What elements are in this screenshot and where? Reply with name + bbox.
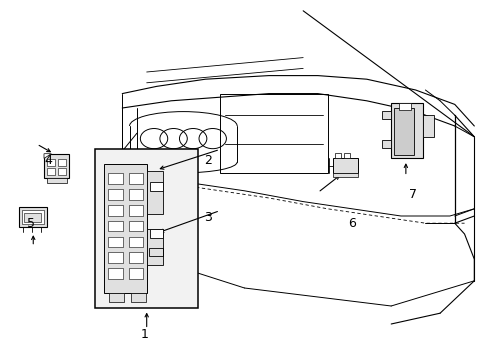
Text: 6: 6 bbox=[347, 217, 355, 230]
Bar bbox=[47, 168, 55, 175]
Bar bbox=[128, 268, 143, 279]
Bar bbox=[95, 149, 198, 308]
Bar bbox=[149, 182, 163, 191]
Bar bbox=[147, 229, 163, 265]
Bar bbox=[108, 252, 122, 263]
Bar bbox=[128, 173, 143, 184]
Bar bbox=[44, 154, 69, 178]
Bar bbox=[108, 237, 122, 247]
Bar bbox=[128, 237, 143, 247]
Bar bbox=[108, 205, 122, 216]
Bar bbox=[21, 210, 44, 224]
Polygon shape bbox=[131, 293, 145, 302]
Text: 1: 1 bbox=[140, 328, 148, 341]
Bar bbox=[422, 115, 433, 137]
Bar bbox=[58, 159, 65, 166]
Bar bbox=[343, 153, 349, 158]
Bar bbox=[398, 103, 410, 110]
Bar bbox=[108, 221, 122, 231]
Bar bbox=[104, 164, 147, 293]
Bar bbox=[47, 178, 66, 183]
Bar bbox=[332, 173, 357, 177]
Text: 5: 5 bbox=[27, 217, 35, 230]
Bar bbox=[147, 171, 163, 214]
Text: 2: 2 bbox=[203, 154, 211, 167]
Bar bbox=[19, 207, 47, 227]
Bar bbox=[390, 103, 422, 158]
Bar bbox=[382, 140, 390, 148]
Bar bbox=[128, 189, 143, 200]
Bar bbox=[393, 108, 413, 155]
Bar bbox=[108, 173, 122, 184]
Bar bbox=[58, 168, 65, 175]
Bar bbox=[47, 159, 55, 166]
Text: 7: 7 bbox=[408, 188, 416, 201]
Bar bbox=[128, 205, 143, 216]
Polygon shape bbox=[109, 293, 123, 302]
Text: 3: 3 bbox=[203, 211, 211, 224]
Bar bbox=[148, 248, 163, 256]
Bar bbox=[128, 221, 143, 231]
Bar bbox=[334, 153, 340, 158]
Bar bbox=[149, 229, 163, 238]
Bar bbox=[108, 268, 122, 279]
Bar bbox=[24, 213, 41, 222]
Polygon shape bbox=[44, 154, 51, 158]
Bar bbox=[128, 252, 143, 263]
Bar bbox=[332, 158, 357, 173]
Bar bbox=[108, 189, 122, 200]
Text: 4: 4 bbox=[44, 154, 52, 167]
Bar bbox=[220, 94, 327, 173]
Bar bbox=[382, 111, 390, 119]
